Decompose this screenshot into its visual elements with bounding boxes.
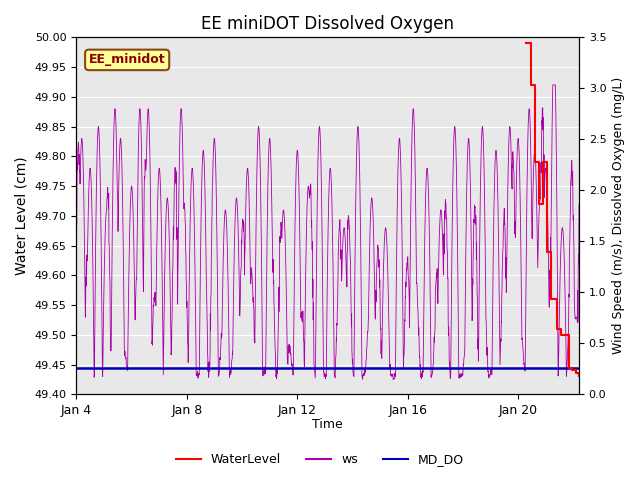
Text: EE_minidot: EE_minidot xyxy=(89,53,166,66)
Y-axis label: Water Level (cm): Water Level (cm) xyxy=(15,156,29,275)
Title: EE miniDOT Dissolved Oxygen: EE miniDOT Dissolved Oxygen xyxy=(201,15,454,33)
X-axis label: Time: Time xyxy=(312,419,343,432)
Legend: WaterLevel, ws, MD_DO: WaterLevel, ws, MD_DO xyxy=(171,448,469,471)
Y-axis label: Wind Speed (m/s), Dissolved Oxygen (mg/L): Wind Speed (m/s), Dissolved Oxygen (mg/L… xyxy=(612,77,625,354)
